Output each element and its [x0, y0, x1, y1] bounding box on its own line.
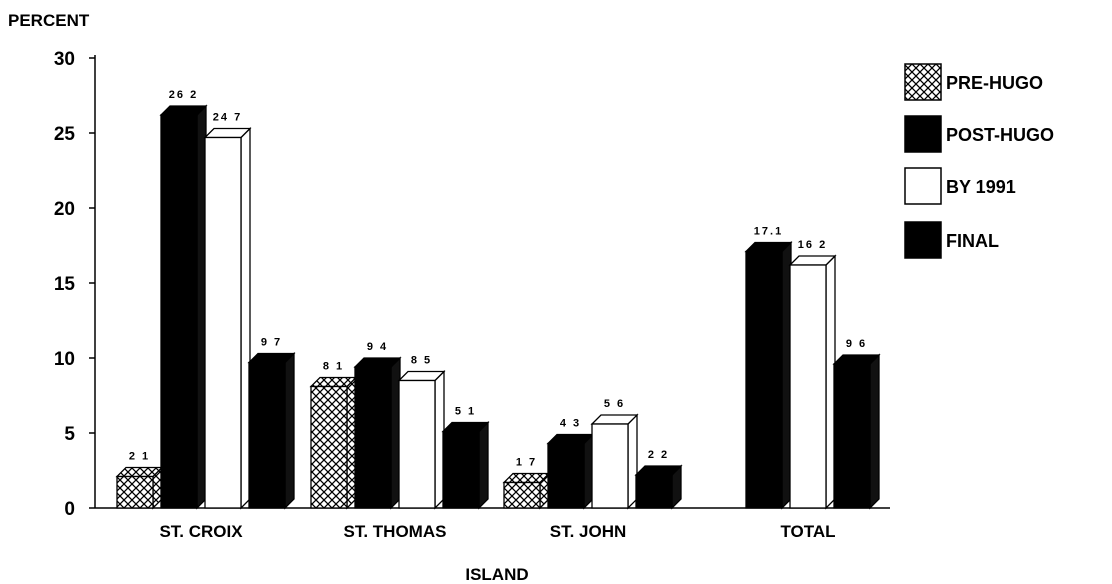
data-label: 9 4 [367, 341, 388, 353]
bar [247, 351, 296, 510]
bar [159, 104, 208, 510]
y-tick-label: 10 [54, 349, 75, 370]
bar-front-face [745, 250, 783, 509]
bar [203, 126, 252, 510]
bar-top-face [397, 370, 446, 382]
bar [832, 353, 881, 510]
category-label: TOTAL [780, 522, 835, 541]
data-label: 4 3 [560, 418, 581, 430]
bar-top-face [546, 433, 595, 445]
data-label: 8 5 [411, 355, 432, 367]
bar-front-face [547, 442, 585, 509]
bar [788, 254, 837, 510]
bar [744, 240, 793, 510]
bar [309, 375, 358, 510]
bar [546, 432, 595, 510]
bar-front-face [503, 481, 541, 509]
data-label: 1 7 [516, 457, 537, 469]
bar-front-face [354, 366, 392, 509]
y-tick-label: 15 [54, 274, 76, 295]
x-axis-title: ISLAND [465, 565, 528, 584]
data-label: 8 1 [323, 361, 344, 373]
legend-swatch [904, 63, 942, 101]
category-label: ST. THOMAS [344, 522, 447, 541]
data-label: 16 2 [798, 239, 827, 251]
data-label: 17.1 [754, 226, 783, 238]
y-tick-label: 25 [54, 124, 76, 145]
bar-top-face [744, 241, 793, 253]
category-label: ST. JOHN [550, 522, 627, 541]
bar-front-face [442, 430, 480, 509]
bar [441, 420, 490, 510]
data-label: 9 6 [846, 338, 867, 350]
bar-top-face [788, 255, 837, 266]
legend: PRE-HUGO POST-HUGO BY 1991 FINAL [904, 63, 1054, 259]
y-tick-label: 20 [54, 199, 75, 220]
bar-top-face [634, 465, 683, 476]
bar-top-face [832, 354, 881, 365]
bar [502, 471, 551, 510]
bar [634, 464, 683, 510]
bar-top-face [159, 105, 208, 116]
bar-front-face [789, 264, 827, 509]
bar-top-face [203, 127, 252, 139]
bar-front-face [398, 379, 436, 509]
legend-label: PRE-HUGO [946, 73, 1043, 93]
bar-side-face [478, 420, 489, 510]
y-tick-label: 0 [64, 499, 75, 520]
bar-top-face [590, 414, 639, 425]
legend-swatch [904, 115, 942, 153]
bar-top-face [353, 357, 402, 368]
bar-front-face [116, 475, 154, 509]
bar [115, 465, 164, 510]
bar-front-face [204, 136, 242, 509]
bar-top-face [502, 472, 551, 484]
legend-label: POST-HUGO [946, 125, 1054, 145]
data-label: 26 2 [169, 89, 198, 101]
bar-front-face [591, 423, 629, 509]
data-label: 5 6 [604, 398, 625, 410]
bar-front-face [248, 361, 286, 509]
data-label: 9 7 [261, 337, 282, 349]
legend-label: BY 1991 [946, 177, 1016, 197]
legend-swatch [904, 167, 942, 205]
bar [353, 356, 402, 510]
y-tick-label: 30 [54, 49, 75, 70]
data-label: 2 2 [648, 449, 669, 461]
bar [590, 413, 639, 510]
category-label: ST. CROIX [159, 522, 243, 541]
bar-side-face [869, 353, 880, 510]
bar-side-face [284, 351, 295, 510]
legend-swatch [904, 221, 942, 259]
bar-front-face [310, 385, 348, 509]
data-label: 24 7 [213, 112, 242, 124]
bar-top-face [247, 352, 296, 364]
legend-label: FINAL [946, 231, 999, 251]
bar-front-face [635, 474, 673, 509]
bar-top-face [309, 376, 358, 388]
y-tick-label: 5 [64, 424, 75, 445]
bar-front-face [833, 363, 871, 509]
bar-top-face [441, 421, 490, 433]
data-label: 2 1 [129, 451, 150, 463]
y-axis-title: PERCENT [8, 11, 90, 30]
bar-front-face [160, 114, 198, 509]
data-label: 5 1 [455, 406, 476, 418]
bar [397, 369, 446, 510]
bar-top-face [115, 466, 164, 478]
